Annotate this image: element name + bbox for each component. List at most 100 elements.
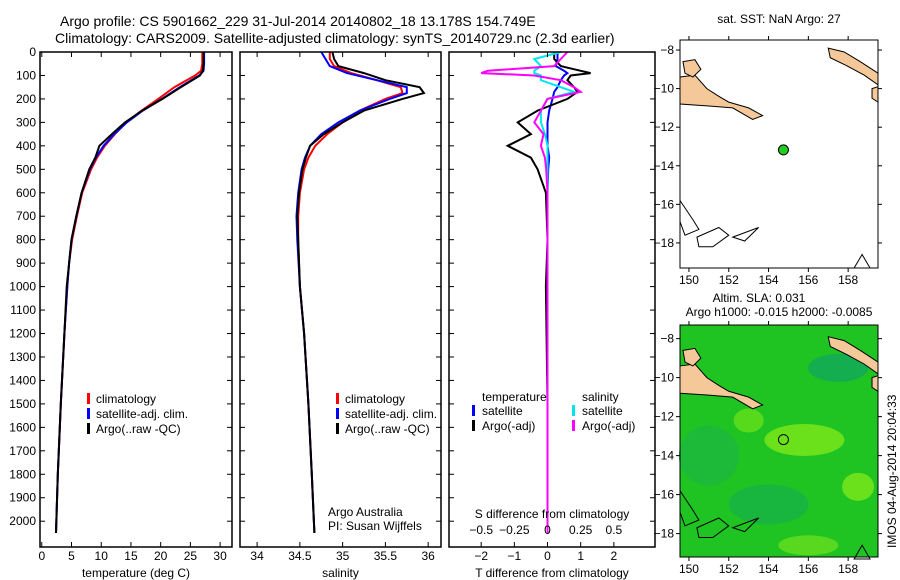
legend-label: salinity xyxy=(582,390,619,404)
legend-swatch xyxy=(336,408,339,419)
legend-label: satellite-adj. clim. xyxy=(96,407,188,421)
series-line-t-argo-adj- xyxy=(505,52,591,533)
legend-swatch xyxy=(472,420,475,431)
coastline xyxy=(679,198,700,236)
lat-tick-label: −16 xyxy=(654,197,675,211)
title-line-2: Climatology: CARS2009. Satellite-adjuste… xyxy=(55,30,615,46)
x-tick-label: 1 xyxy=(577,549,584,563)
lon-tick-label: 152 xyxy=(719,273,739,287)
x2-tick-label: 0.25 xyxy=(569,523,593,537)
series-line-climatology xyxy=(55,52,204,533)
x-tick-label: 10 xyxy=(95,549,109,563)
panel-temperature: 0 5 10 15 20 25 30 temperature (deg C) 0 100 200 30… xyxy=(9,45,233,580)
lon-tick-label: 158 xyxy=(838,562,858,576)
series-line-climatology xyxy=(297,52,404,533)
legend-swatch xyxy=(572,405,575,416)
coastline xyxy=(853,253,871,269)
lon-tick-label: 150 xyxy=(679,273,699,287)
legend-swatch xyxy=(336,393,339,404)
sla-anomaly-patch xyxy=(678,425,739,486)
x-tick-label: 0 xyxy=(544,549,551,563)
sla-anomaly-patch xyxy=(842,472,875,501)
x-tick-label: 35.5 xyxy=(374,549,398,563)
y-tick-label: 1400 xyxy=(9,373,36,387)
legend-label: Argo(..raw -QC) xyxy=(96,422,181,436)
x-tick-label: 15 xyxy=(124,549,138,563)
annotation: Argo Australia xyxy=(328,505,403,519)
lat-tick-label: −16 xyxy=(654,488,675,502)
y-tick-label: 500 xyxy=(16,162,36,176)
land xyxy=(682,347,702,367)
series-line-s-satellite xyxy=(532,51,578,533)
lat-tick-label: −14 xyxy=(654,159,675,173)
legend-label: temperature xyxy=(482,390,547,404)
legend-label: satellite xyxy=(482,404,523,418)
y-tick-label: 1000 xyxy=(9,280,36,294)
lat-tick-label: −18 xyxy=(654,236,675,250)
legend-label: Argo(-adj) xyxy=(482,419,535,433)
lon-tick-label: 152 xyxy=(719,562,739,576)
coastline xyxy=(696,517,730,539)
sla-anomaly-patch xyxy=(733,408,764,433)
legend-label: satellite xyxy=(582,404,623,418)
x-axis-label: T difference from climatology xyxy=(475,566,629,580)
legend-label: Argo(..raw -QC) xyxy=(345,422,430,436)
y-tick-label: 0 xyxy=(29,45,36,59)
lon-tick-label: 156 xyxy=(798,562,818,576)
x-axis-label: salinity xyxy=(322,566,359,580)
y-tick-label: 1600 xyxy=(9,420,36,434)
x2-tick-label: −0.25 xyxy=(499,523,530,537)
y-tick-label: 300 xyxy=(16,115,36,129)
lon-tick-label: 154 xyxy=(759,562,779,576)
x-tick-label: 0 xyxy=(38,549,45,563)
plot-frame xyxy=(448,51,656,548)
panel-salinity: 34 34.5 35 35.5 36 salinity climatologysatelli… xyxy=(239,51,442,580)
legend-label: satellite-adj. clim. xyxy=(345,407,437,421)
y-tick-label: 1100 xyxy=(10,303,36,317)
y-tick-label: 900 xyxy=(16,256,36,270)
lon-tick-label: 158 xyxy=(838,273,858,287)
land xyxy=(682,59,702,78)
lat-tick-label: −14 xyxy=(654,449,675,463)
legend-swatch xyxy=(572,420,575,431)
y-tick-label: 600 xyxy=(16,186,36,200)
land xyxy=(679,74,764,121)
plot-frame xyxy=(39,51,233,548)
series-line-argo-raw-qc- xyxy=(55,52,205,533)
lat-tick-label: −8 xyxy=(660,43,674,57)
y-tick-label: 400 xyxy=(16,139,36,153)
y-tick-label: 800 xyxy=(16,233,36,247)
x-tick-label: 34 xyxy=(250,549,264,563)
lon-tick-label: 156 xyxy=(798,273,818,287)
land xyxy=(679,363,764,410)
y-tick-label: 1300 xyxy=(9,350,36,364)
map-title: sat. SST: NaN Argo: 27 xyxy=(717,12,841,26)
map-sst: 150 152 154 156 158 −8 −10 −12 −14 −16 −18 sat. SST… xyxy=(654,12,882,287)
x-tick-label: 2 xyxy=(611,549,618,563)
x2-axis-label: S difference from climatology xyxy=(475,507,630,521)
x-tick-label: 36 xyxy=(421,549,435,563)
series-line-t-satellite xyxy=(546,52,570,533)
sla-anomaly-patch xyxy=(728,484,809,525)
coastline xyxy=(731,227,759,242)
map-subtitle: Argo h1000: -0.015 h2000: -0.0085 xyxy=(686,305,873,319)
lat-tick-label: −10 xyxy=(654,371,675,385)
argo-float-marker xyxy=(777,144,789,156)
map-sla: 150 152 154 156 158 −8 −10 −12 −14 −16 −18 Altim. S… xyxy=(654,291,882,576)
x-axis-label: temperature (deg C) xyxy=(82,566,190,580)
x2-tick-label: 0.5 xyxy=(606,523,623,537)
legend-swatch xyxy=(472,405,475,416)
sla-anomaly-patch xyxy=(764,424,845,457)
legend-label: climatology xyxy=(345,392,405,406)
lat-tick-label: −12 xyxy=(654,120,675,134)
x2-tick-label: −0.5 xyxy=(469,523,493,537)
plot-frame xyxy=(239,51,442,548)
x-tick-label: 34.5 xyxy=(288,549,312,563)
footer-timestamp: IMOS 04-Aug-2014 20:04:33 xyxy=(885,394,899,548)
y-tick-label: 1900 xyxy=(9,491,36,505)
coastline xyxy=(696,226,730,248)
legend-swatch xyxy=(87,408,90,419)
series-line-satellite-adj-clim- xyxy=(295,51,408,533)
